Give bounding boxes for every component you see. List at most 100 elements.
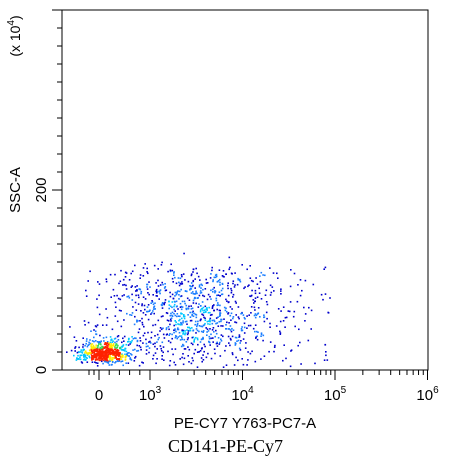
- data-point: [256, 338, 259, 341]
- data-point: [161, 341, 164, 344]
- data-point: [108, 364, 111, 366]
- data-point: [100, 360, 103, 363]
- data-point: [213, 319, 215, 322]
- data-point: [181, 317, 183, 320]
- data-point: [212, 279, 214, 281]
- data-point: [209, 320, 211, 323]
- data-point: [168, 364, 171, 367]
- data-point: [109, 353, 112, 356]
- data-point: [208, 337, 211, 340]
- data-point: [142, 296, 145, 298]
- data-point: [152, 324, 154, 327]
- data-point: [204, 322, 206, 325]
- data-point: [79, 351, 82, 353]
- data-point: [92, 344, 95, 347]
- data-point: [289, 365, 292, 368]
- data-point: [120, 360, 122, 363]
- data-point: [113, 295, 116, 297]
- data-point: [157, 319, 160, 322]
- data-point: [171, 337, 173, 340]
- data-point: [173, 272, 175, 274]
- data-point: [276, 272, 278, 275]
- data-point: [254, 309, 256, 311]
- data-point: [191, 357, 194, 359]
- data-point: [137, 331, 140, 334]
- data-point: [173, 324, 175, 327]
- data-point: [176, 305, 178, 307]
- data-point: [126, 354, 129, 357]
- y-axis: 0 200: [33, 9, 62, 374]
- y-multiplier-text: (x 10: [7, 25, 23, 56]
- data-point: [149, 340, 151, 343]
- data-point: [74, 350, 76, 352]
- data-point: [147, 272, 149, 275]
- data-point: [97, 354, 99, 357]
- data-point: [94, 325, 97, 327]
- data-point: [134, 264, 136, 267]
- data-point: [266, 317, 268, 320]
- data-point: [232, 329, 235, 331]
- data-point: [265, 301, 268, 303]
- data-point: [246, 315, 248, 317]
- data-point: [203, 309, 206, 311]
- data-point: [170, 312, 172, 315]
- data-point: [273, 350, 275, 353]
- data-point: [100, 340, 102, 342]
- data-point: [179, 315, 181, 318]
- data-point: [106, 345, 108, 347]
- data-point: [218, 269, 221, 271]
- data-point: [181, 300, 184, 303]
- data-point: [100, 350, 103, 353]
- data-point: [124, 356, 127, 358]
- data-point: [185, 307, 187, 310]
- data-point: [98, 359, 101, 361]
- data-point: [304, 320, 306, 322]
- data-point: [180, 295, 183, 297]
- data-point: [103, 352, 105, 354]
- data-point: [194, 313, 197, 316]
- data-point: [143, 304, 146, 307]
- data-point: [70, 349, 73, 352]
- data-point: [107, 356, 109, 358]
- data-point: [162, 327, 164, 330]
- data-point: [249, 352, 252, 355]
- data-point: [195, 302, 197, 305]
- data-point: [186, 297, 189, 300]
- data-point: [215, 275, 218, 278]
- data-point: [212, 288, 214, 291]
- data-point: [127, 352, 129, 354]
- data-point: [173, 312, 175, 315]
- data-point: [169, 341, 172, 344]
- data-point: [208, 306, 210, 309]
- data-point: [230, 339, 232, 341]
- data-point: [156, 341, 158, 343]
- data-point: [132, 337, 135, 340]
- data-point: [136, 350, 138, 352]
- data-point: [150, 313, 152, 315]
- data-point: [117, 297, 120, 300]
- data-point: [87, 353, 89, 356]
- data-point: [301, 289, 303, 292]
- data-point: [146, 306, 149, 308]
- data-point: [84, 352, 86, 354]
- data-point: [250, 306, 253, 308]
- data-point: [257, 312, 260, 314]
- data-point: [136, 339, 139, 342]
- data-point: [84, 359, 87, 361]
- data-point: [172, 353, 174, 356]
- data-point: [240, 312, 242, 315]
- data-point: [250, 279, 253, 282]
- data-point: [171, 315, 174, 317]
- data-point: [119, 298, 122, 301]
- data-point: [199, 292, 202, 294]
- data-point: [82, 354, 85, 356]
- data-point: [183, 348, 186, 350]
- data-point: [96, 306, 99, 309]
- data-point: [213, 331, 215, 333]
- data-point: [225, 364, 228, 366]
- data-point: [216, 308, 218, 311]
- data-point: [122, 344, 125, 346]
- data-point: [232, 316, 235, 318]
- data-point: [176, 292, 178, 295]
- data-point: [166, 319, 169, 322]
